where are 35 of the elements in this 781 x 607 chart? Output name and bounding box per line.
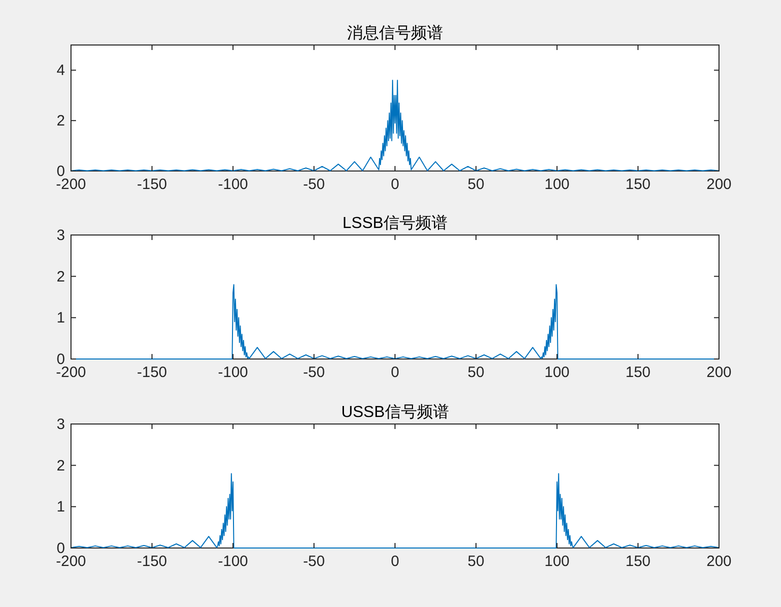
y-tick-label: 3 <box>56 227 65 244</box>
x-tick-label: 100 <box>544 553 570 570</box>
y-tick-label: 2 <box>56 457 65 474</box>
x-tick-label: -100 <box>218 553 248 570</box>
y-tick-label: 1 <box>56 310 65 327</box>
y-tick-label: 3 <box>56 416 65 433</box>
x-tick-label: 50 <box>468 176 484 193</box>
x-tick-label: 50 <box>468 553 484 570</box>
chart-title: 消息信号频谱 <box>347 24 443 42</box>
x-tick-label: 150 <box>625 176 651 193</box>
y-tick-label: 2 <box>56 112 65 130</box>
x-tick-label: 0 <box>390 364 400 381</box>
x-tick-label: 200 <box>706 176 732 193</box>
x-tick-label: -100 <box>218 364 248 381</box>
x-tick-label: -50 <box>303 176 325 193</box>
x-tick-label: -50 <box>303 364 325 381</box>
x-tick-label: 150 <box>625 364 651 381</box>
x-tick-label: -150 <box>136 553 168 570</box>
chart-title: USSB信号频谱 <box>341 403 449 421</box>
x-tick-label: 100 <box>544 176 570 193</box>
x-tick-label: 200 <box>706 364 732 381</box>
x-tick-label: 50 <box>468 364 484 381</box>
x-tick-label: -150 <box>136 364 168 381</box>
x-tick-label: -100 <box>218 176 248 193</box>
x-tick-label: -150 <box>136 176 168 193</box>
x-tick-label: -50 <box>303 553 325 570</box>
y-tick-label: 2 <box>56 268 65 286</box>
x-tick-label: 0 <box>390 553 400 570</box>
x-tick-label: 150 <box>625 553 651 570</box>
chart-title: LSSB信号频谱 <box>342 214 448 232</box>
x-tick-label: 0 <box>390 176 400 193</box>
x-tick-label: 100 <box>544 364 570 381</box>
y-tick-label: 1 <box>56 498 65 516</box>
y-tick-label: 4 <box>56 62 65 80</box>
x-tick-label: 200 <box>706 553 732 570</box>
